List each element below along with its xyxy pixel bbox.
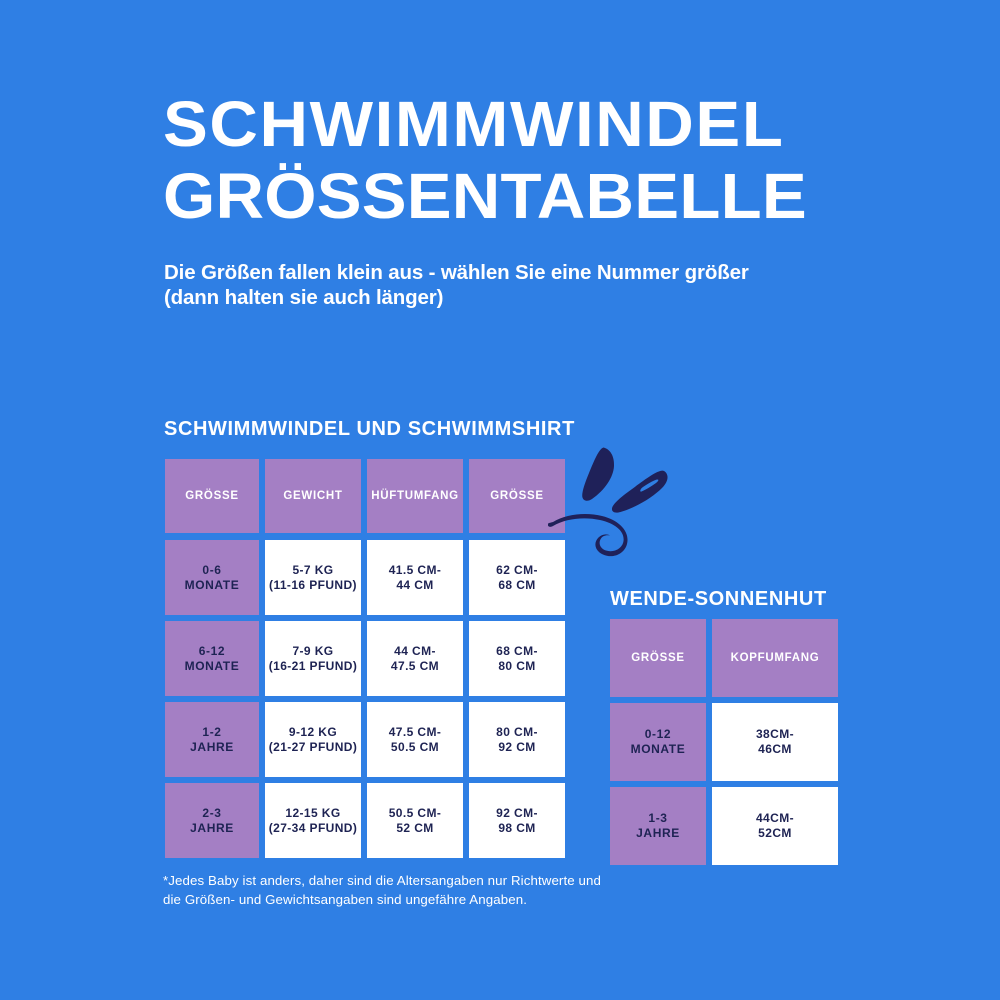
cell-line: 98 CM — [498, 820, 536, 835]
title-line-2: GRÖSSENTABELLE — [163, 160, 807, 232]
footnote: *Jedes Baby ist anders, daher sind die A… — [163, 871, 683, 909]
cell-line: 7-9 KG — [292, 643, 334, 658]
water-splash-icon — [548, 447, 668, 557]
section-heading-hat: WENDE-SONNENHUT — [610, 588, 827, 610]
table-row: 68 CM- 80 CM — [469, 621, 565, 696]
cell-line: 47.5 CM — [390, 658, 440, 673]
table-row: 1-2 JAHRE — [165, 702, 259, 777]
section-heading-swim: SCHWIMMWINDEL UND SCHWIMMSHIRT — [164, 418, 575, 440]
cell-line: 41.5 CM- — [388, 562, 442, 577]
table-row: 62 CM- 68 CM — [469, 540, 565, 615]
cell-line: JAHRE — [190, 739, 234, 754]
table-row: 92 CM- 98 CM — [469, 783, 565, 858]
footnote-line-1: *Jedes Baby ist anders, daher sind die A… — [163, 873, 602, 888]
table-row: 44CM- 52CM — [712, 787, 838, 865]
table-header-cell: KOPFUMFANG — [712, 619, 838, 697]
table-header-cell: GRÖSSE — [469, 459, 565, 533]
cell-line: 47.5 CM- — [388, 724, 442, 739]
cell-line: 44 CM- — [394, 643, 436, 658]
footnote-line-2: die Größen- und Gewichtsangaben sind ung… — [163, 892, 528, 907]
table-header-cell: HÜFTUMFANG — [367, 459, 463, 533]
table-row: 50.5 CM- 52 CM — [367, 783, 463, 858]
cell-line: 52 CM — [396, 820, 434, 835]
cell-line: 52CM — [758, 826, 792, 840]
table-row: 47.5 CM- 50.5 CM — [367, 702, 463, 777]
table-row: 9-12 KG (21-27 PFUND) — [265, 702, 361, 777]
cell-line: 92 CM — [498, 739, 536, 754]
cell-line: 68 CM- — [496, 643, 538, 658]
splash-drop-upper — [582, 447, 615, 501]
cell-line: MONATE — [630, 742, 686, 756]
cell-line: 1-2 — [202, 724, 222, 739]
table-row: 80 CM- 92 CM — [469, 702, 565, 777]
page-title: SCHWIMMWINDEL GRÖSSENTABELLE — [163, 88, 863, 232]
cell-line: 5-7 KG — [292, 562, 334, 577]
cell-line: 44CM- — [755, 811, 794, 825]
cell-line: (21-27 PFUND) — [268, 739, 358, 754]
table-row: 6-12 MONATE — [165, 621, 259, 696]
table-row: 38CM- 46CM — [712, 703, 838, 781]
cell-line: 50.5 CM- — [388, 805, 442, 820]
cell-line: 0-12 — [644, 727, 672, 741]
cell-line: (11-16 PFUND) — [269, 577, 357, 592]
cell-line: 6-12 — [198, 643, 226, 658]
title-line-1: SCHWIMMWINDEL — [163, 88, 785, 160]
cell-line: 9-12 KG — [288, 724, 338, 739]
hat-size-table: GRÖSSE KOPFUMFANG 0-12 MONATE 38CM- 46CM… — [610, 619, 838, 865]
cell-line: 44 CM — [396, 577, 434, 592]
cell-line: (27-34 PFUND) — [268, 820, 358, 835]
cell-line: 80 CM — [498, 658, 536, 673]
cell-line: 38CM- — [755, 727, 794, 741]
cell-line: 46CM — [758, 742, 792, 756]
splash-drop-right — [611, 470, 668, 513]
table-row: 5-7 KG (11-16 PFUND) — [265, 540, 361, 615]
table-row: 1-3 JAHRE — [610, 787, 706, 865]
table-row: 41.5 CM- 44 CM — [367, 540, 463, 615]
table-row: 44 CM- 47.5 CM — [367, 621, 463, 696]
cell-line: 50.5 CM — [390, 739, 440, 754]
cell-line: JAHRE — [190, 820, 234, 835]
table-row: 7-9 KG (16-21 PFUND) — [265, 621, 361, 696]
cell-line: 1-3 — [648, 811, 668, 825]
table-row: 2-3 JAHRE — [165, 783, 259, 858]
cell-line: 62 CM- — [496, 562, 538, 577]
cell-line: MONATE — [184, 658, 240, 673]
table-header-cell: GRÖSSE — [165, 459, 259, 533]
cell-line: 12-15 KG — [285, 805, 341, 820]
subtitle-line-2: (dann halten sie auch länger) — [164, 286, 444, 309]
swim-size-table: GRÖSSE GEWICHT HÜFTUMFANG GRÖSSE 0-6 MON… — [165, 459, 565, 858]
subtitle: Die Größen fallen klein aus - wählen Sie… — [164, 260, 874, 310]
table-header-cell: GEWICHT — [265, 459, 361, 533]
cell-line: MONATE — [184, 577, 240, 592]
table-row: 0-6 MONATE — [165, 540, 259, 615]
cell-line: 0-6 — [202, 562, 222, 577]
subtitle-line-1: Die Größen fallen klein aus - wählen Sie… — [164, 261, 749, 284]
cell-line: 68 CM — [498, 577, 536, 592]
cell-line: (16-21 PFUND) — [268, 658, 358, 673]
table-row: 0-12 MONATE — [610, 703, 706, 781]
cell-line: 92 CM- — [496, 805, 538, 820]
splash-highlight — [640, 479, 659, 492]
cell-line: JAHRE — [636, 826, 680, 840]
table-header-cell: GRÖSSE — [610, 619, 706, 697]
cell-line: 2-3 — [202, 805, 222, 820]
cell-line: 80 CM- — [496, 724, 538, 739]
table-row: 12-15 KG (27-34 PFUND) — [265, 783, 361, 858]
